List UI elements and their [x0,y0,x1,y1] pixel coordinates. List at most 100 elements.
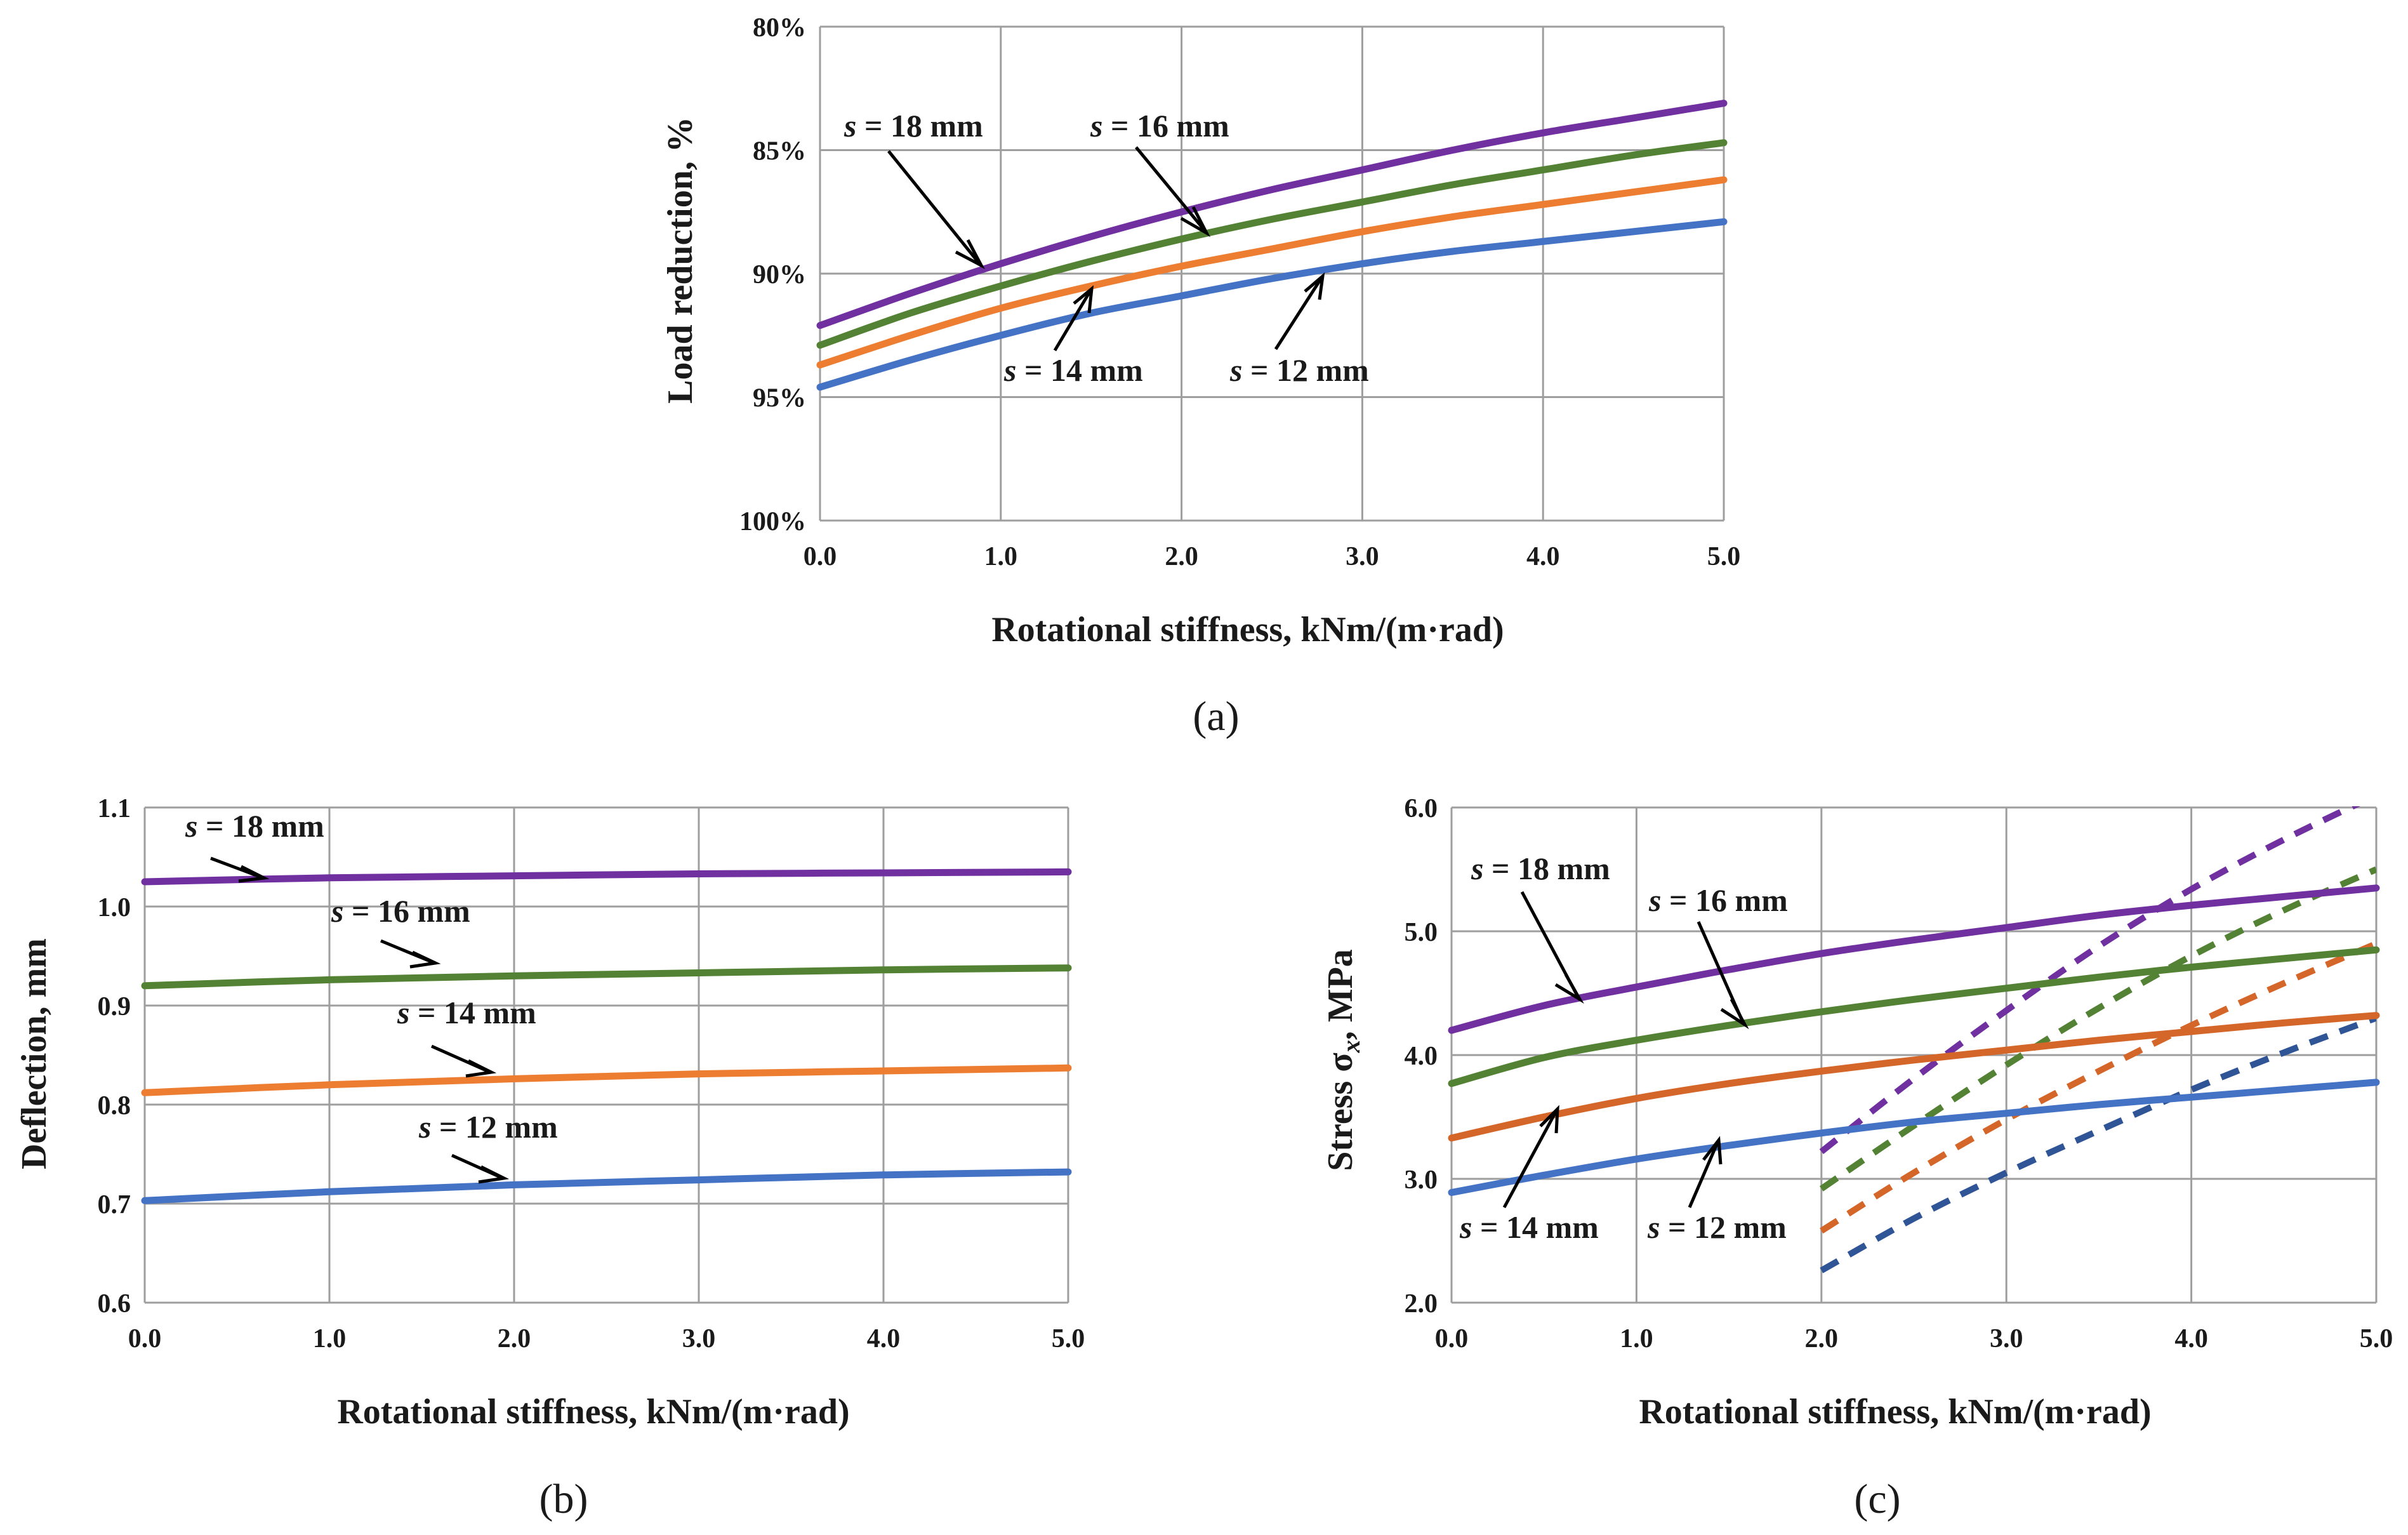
annotation-a-s14: s = 14 mm [1003,352,1143,388]
annotation-b-s12: s = 12 mm [418,1109,558,1145]
series-lines-b [141,868,1072,1204]
annotation-c-s14: s = 14 mm [1459,1209,1599,1245]
x-axis-title-b: Rotational stiffness, kNm/(m·rad) [337,1392,849,1432]
annotation-b-s18-text: = 18 mm [197,808,324,844]
series-dashed-s12_dash-c [1820,1014,2376,1273]
x-tick-label-a: 3.0 [1346,542,1379,571]
series-line-s16-b [141,964,1072,990]
y-tick-label-c: 5.0 [1405,918,1438,947]
y-tick-label-b: 0.9 [98,992,131,1021]
annotation-arrow-a-s16 [1135,146,1206,232]
y-tick-label-b: 0.7 [98,1190,131,1219]
annotation-arrowhead-a-s14 [1073,285,1094,314]
annotation-arrowhead-a-s16 [1180,206,1211,237]
annotation-c-s12-text: = 12 mm [1660,1209,1786,1245]
annotation-a-s12-text: = 12 mm [1242,352,1368,388]
series-line-s12-a [816,218,1728,391]
panel-label-c: (c) [1854,1476,1900,1522]
annotation-arrow-c-s14 [1502,1110,1558,1209]
y-tick-label-b: 0.6 [98,1289,131,1319]
annotation-b-s18: s = 18 mm [185,808,324,844]
y-tick-label-c: 4.0 [1405,1042,1438,1071]
panel-label-b: (b) [539,1476,588,1522]
x-axis-title-c: Rotational stiffness, kNm/(m·rad) [1639,1392,2151,1432]
annotation-c-s16-text: = 16 mm [1661,882,1787,918]
series-line-s18-c [1448,884,2380,1034]
series-line-s14-b [141,1064,1072,1096]
annotation-b-s16-var: s [331,893,343,929]
series-line-s14_c-c [1448,1012,2380,1142]
annotation-c-s18-var: s [1471,851,1483,886]
annotation-arrow-a-s18 [887,150,981,265]
annotation-arrowhead-a-s12 [1304,272,1325,300]
y-axis-title-c: Stress σx, MPa [1321,949,1365,1171]
series-line-s18-b [141,868,1072,886]
annotation-a-s14-text: = 14 mm [1016,352,1142,388]
annotation-c-s12-var: s [1647,1209,1660,1245]
y-tick-label-a: 80% [753,13,806,43]
annotation-arrow-a-s14 [1053,289,1092,352]
y-tick-label-a: 100% [739,507,806,536]
y-axis-title-c-main: Stress σ [1321,1053,1360,1171]
x-tick-label-c: 3.0 [1990,1324,2023,1353]
series-line-s14-a [816,176,1728,369]
annotation-arrowhead-c-s16 [1720,998,1749,1030]
x-tick-label-b: 3.0 [682,1324,716,1353]
annotation-c-s14-text: = 14 mm [1472,1209,1598,1245]
y-axis-title-a: Load reduction, % [661,117,700,404]
annotation-a-s16-var: s [1090,108,1102,143]
annotation-a-s18-var: s [843,108,856,143]
annotation-b-s16: s = 16 mm [331,893,470,929]
y-tick-label-b: 1.0 [98,893,131,922]
annotation-b-s14: s = 14 mm [397,995,536,1030]
y-tick-label-a: 85% [753,137,806,166]
annotation-a-s12-var: s [1229,352,1242,388]
annotation-c-s12: s = 12 mm [1647,1209,1787,1245]
series-dashed-s16-c [1819,866,2376,1192]
series-line-s18-a [816,100,1728,329]
annotation-b-s12-text: = 12 mm [431,1109,557,1145]
annotation-b-s16-text: = 16 mm [343,893,470,929]
tick-labels-b: 0.0 1.0 2.0 3.0 4.0 5.0 0.6 0.7 0.8 0.9 1.0 1.1 [98,794,1085,1353]
series-line-s12-c [1448,1079,2380,1196]
annotation-arrowhead-b-s18 [238,865,270,883]
x-tick-label-a: 1.0 [984,542,1018,571]
y-tick-label-a: 95% [753,384,806,413]
annotation-arrowhead-c-s18 [1554,973,1584,1004]
series-line-s12-b [141,1168,1072,1204]
tick-labels-c: 0.0 1.0 2.0 3.0 4.0 5.0 2.0 3.0 4.0 5.0 6.0 [1405,794,2393,1353]
y-tick-label-a: 90% [753,260,806,289]
annotation-arrow-c-s12 [1688,1142,1719,1208]
x-tick-label-c: 0.0 [1435,1324,1469,1353]
x-axis-title-a: Rotational stiffness, kNm/(m·rad) [991,610,1504,649]
annotation-arrowhead-a-s18 [955,239,985,269]
annotation-arrow-a-s12 [1274,277,1323,350]
x-tick-label-b: 2.0 [498,1324,531,1353]
y-tick-label-c: 3.0 [1405,1166,1438,1195]
x-tick-label-a: 0.0 [804,542,837,571]
x-tick-label-c: 4.0 [2174,1324,2208,1353]
annotation-c-s16-var: s [1648,882,1661,918]
grid-a [819,25,1725,522]
x-tick-label-a: 5.0 [1707,542,1741,571]
annotation-b-s12-var: s [418,1109,431,1145]
annotation-a-s16-text: = 16 mm [1102,108,1229,143]
annotation-arrowhead-c-s12 [1702,1136,1723,1165]
x-tick-label-c: 2.0 [1805,1324,1839,1353]
annotation-arrowhead-b-s12 [478,1165,510,1184]
annotation-arrowhead-b-s14 [465,1059,497,1078]
annotation-b-s18-var: s [185,808,197,844]
chart-panel-c: 0.0 1.0 2.0 3.0 4.0 5.0 2.0 3.0 4.0 5.0 6.0 Stress… [1321,794,2393,1522]
series-lines-a [816,100,1728,391]
x-tick-label-a: 2.0 [1165,542,1198,571]
chart-panel-a: 0.0 1.0 2.0 3.0 4.0 5.0 80% 85% 90% 95% 100% Load … [661,13,1740,740]
tick-labels-a: 0.0 1.0 2.0 3.0 4.0 5.0 80% 85% 90% 95% 100% [739,13,1740,571]
annotation-a-s18: s = 18 mm [843,108,983,143]
x-tick-label-c: 1.0 [1620,1324,1653,1353]
annotation-c-s14-var: s [1459,1209,1472,1245]
panel-label-a: (a) [1193,693,1239,740]
y-axis-title-b: Deflection, mm [15,938,54,1169]
x-tick-label-a: 4.0 [1526,542,1560,571]
annotation-a-s14-var: s [1003,352,1016,388]
series-dashed-s14_c-c [1820,940,2376,1234]
